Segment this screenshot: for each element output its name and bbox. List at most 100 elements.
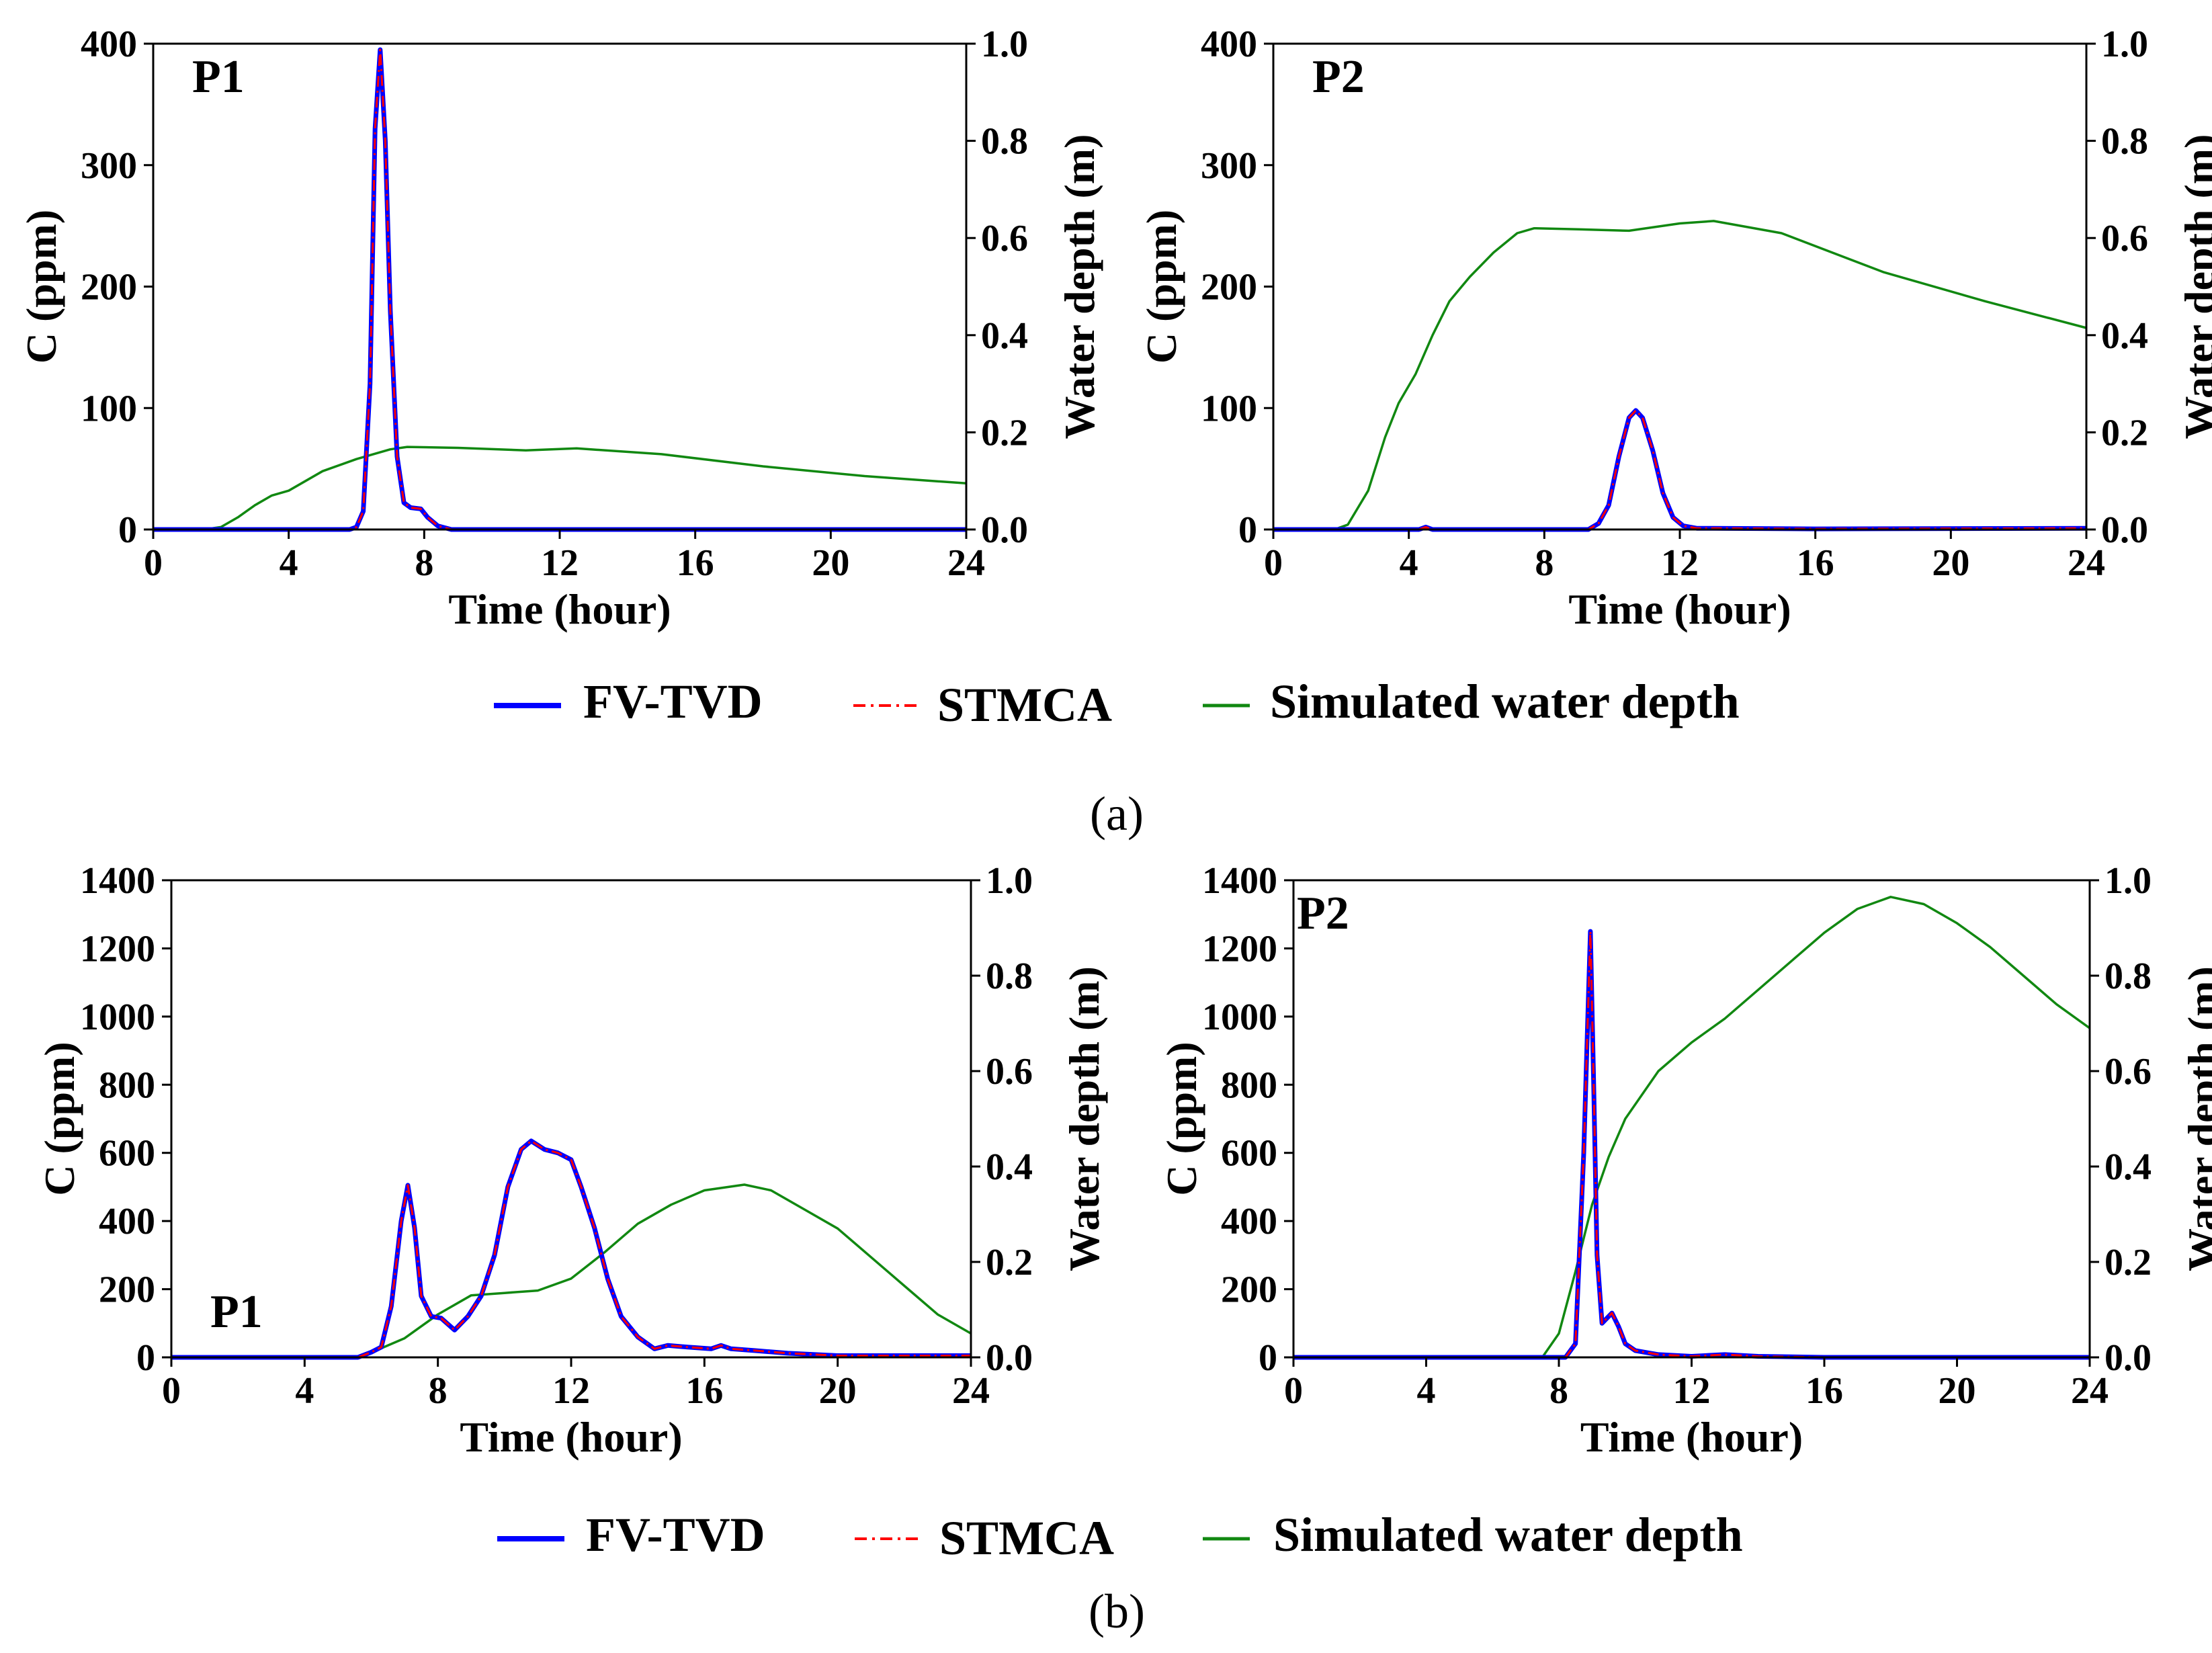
x-tick-label: 16 [1805,1370,1843,1412]
y2-tick-label: 0.8 [2101,121,2148,163]
y2-tick-label: 0.8 [2104,956,2152,997]
x-tick-label: 16 [685,1370,723,1412]
chart-b-p1: 0 4 8 12 16 20 24 0 200 400 600 800 1000 1200 1400 0.0 0… [36,860,1108,1461]
y-tick-label: 0 [118,509,137,551]
y-tick-label: 0 [1238,509,1257,551]
y-tick-label: 1200 [80,928,155,970]
y-tick-label: 1000 [80,997,155,1038]
panel-label: P1 [210,1286,263,1338]
x-tick-label: 8 [1549,1370,1568,1412]
y2-axis-label: Water depth (m) [2179,966,2212,1271]
y-axis-label: C (ppm) [1158,1042,1205,1195]
y2-tick-label: 0.4 [986,1146,1033,1188]
chart-b-p2: 0 4 8 12 16 20 24 0 200 400 600 800 1000 1200 1400 0.0 0… [1158,860,2212,1461]
y-tick-label: 400 [99,1201,155,1242]
legend-b-stmca-label: STMCA [939,1511,1114,1565]
y2-tick-label: 0.2 [986,1242,1033,1283]
x-tick-label: 0 [162,1370,181,1412]
series-stmca-line [153,48,966,531]
series-fv-tvd-line [1273,408,2087,532]
x-tick-label: 12 [1673,1370,1711,1412]
y-axis-label: C (ppm) [1138,210,1185,364]
series-stmca-line [1273,409,2087,531]
y-tick-label: 800 [1221,1064,1277,1106]
series-simulated-water-depth-line [171,1183,972,1359]
series-fv-tvd-line [153,47,966,532]
legend-b: FV-TVD STMCA Simulated water depth [497,1508,1743,1565]
y2-tick-label: 0.8 [986,956,1033,997]
plot-frame [152,42,968,531]
x-tick-label: 4 [1400,542,1418,584]
x-axis-label: Time (hour) [460,1413,682,1461]
x-tick-label: 4 [295,1370,314,1412]
panel-label: P2 [1312,51,1365,103]
y-tick-label: 200 [81,267,137,308]
x-axis-label: Time (hour) [1568,585,1791,633]
y-tick-label: 0 [136,1337,155,1379]
y-tick-label: 300 [81,145,137,187]
y2-tick-label: 0.2 [2101,412,2148,454]
y2-tick-label: 0.6 [2101,218,2148,259]
legend-a-fvtvd-label: FV-TVD [583,675,763,728]
legend-a-stmca-label: STMCA [937,678,1112,732]
y2-tick-label: 0.6 [2104,1051,2152,1093]
panel-label: P1 [192,51,245,103]
x-tick-label: 24 [2068,542,2105,584]
plot-frame [170,879,972,1359]
y-tick-label: 1000 [1202,997,1277,1038]
x-tick-label: 12 [1661,542,1699,584]
plot-frame [1272,42,2088,531]
x-tick-label: 8 [429,1370,448,1412]
y-tick-label: 600 [99,1133,155,1175]
chart-a-p2: 0 4 8 12 16 20 24 0 100 200 300 400 0.0 0.2 0.4 0.6 0.8 1… [1138,24,2212,633]
x-tick-label: 16 [677,542,714,584]
caption-b: (b) [1089,1584,1145,1638]
y2-tick-label: 0.4 [2101,315,2148,357]
x-tick-label: 24 [952,1370,990,1412]
y-tick-label: 1200 [1202,928,1277,970]
x-tick-label: 0 [144,542,163,584]
y2-tick-label: 0.8 [981,121,1028,163]
series-simulated-water-depth-line [1273,220,2087,531]
x-tick-label: 20 [819,1370,857,1412]
legend-b-fvtvd-label: FV-TVD [586,1508,765,1562]
y2-tick-label: 0.4 [2104,1146,2152,1188]
y2-tick-label: 0.0 [981,509,1028,551]
y-tick-label: 1400 [80,860,155,902]
y-tick-label: 100 [1201,388,1257,429]
y-axis-label: C (ppm) [36,1042,83,1195]
y-tick-label: 800 [99,1064,155,1106]
legend-a: FV-TVD STMCA Simulated water depth [494,675,1740,732]
y2-tick-label: 0.4 [981,315,1028,357]
y2-tick-label: 1.0 [2104,860,2152,902]
x-axis-label: Time (hour) [448,585,671,633]
x-tick-label: 12 [552,1370,590,1412]
y2-tick-label: 0.6 [981,218,1028,259]
caption-a: (a) [1090,787,1144,841]
y-tick-label: 0 [1259,1337,1277,1379]
y2-axis-label: Water depth (m) [1060,966,1108,1271]
y-tick-label: 400 [81,24,137,65]
y2-axis-label: Water depth (m) [2176,134,2212,439]
x-tick-label: 12 [541,542,579,584]
y2-tick-label: 0.2 [2104,1242,2152,1283]
x-tick-label: 20 [1939,1370,1976,1412]
x-tick-label: 0 [1264,542,1283,584]
x-tick-label: 20 [812,542,849,584]
series-fv-tvd-line [171,1138,971,1360]
series-simulated-water-depth-line [153,446,967,531]
x-tick-label: 8 [415,542,433,584]
y-tick-label: 200 [1201,267,1257,308]
legend-b-depth-label: Simulated water depth [1273,1508,1743,1562]
x-tick-label: 16 [1797,542,1834,584]
chart-a-p1: 0 4 8 12 16 20 24 0 100 200 300 400 0.0 0.2 0.4 0.6 0.8 1… [17,24,1103,633]
y-tick-label: 200 [99,1269,155,1311]
y2-tick-label: 1.0 [986,860,1033,902]
y-axis-label: C (ppm) [17,210,65,364]
x-tick-label: 20 [1932,542,1969,584]
legend-a-depth-label: Simulated water depth [1270,675,1740,728]
y2-tick-label: 1.0 [981,24,1028,65]
y2-tick-label: 0.0 [2101,509,2148,551]
plot-frame [1292,879,2091,1359]
